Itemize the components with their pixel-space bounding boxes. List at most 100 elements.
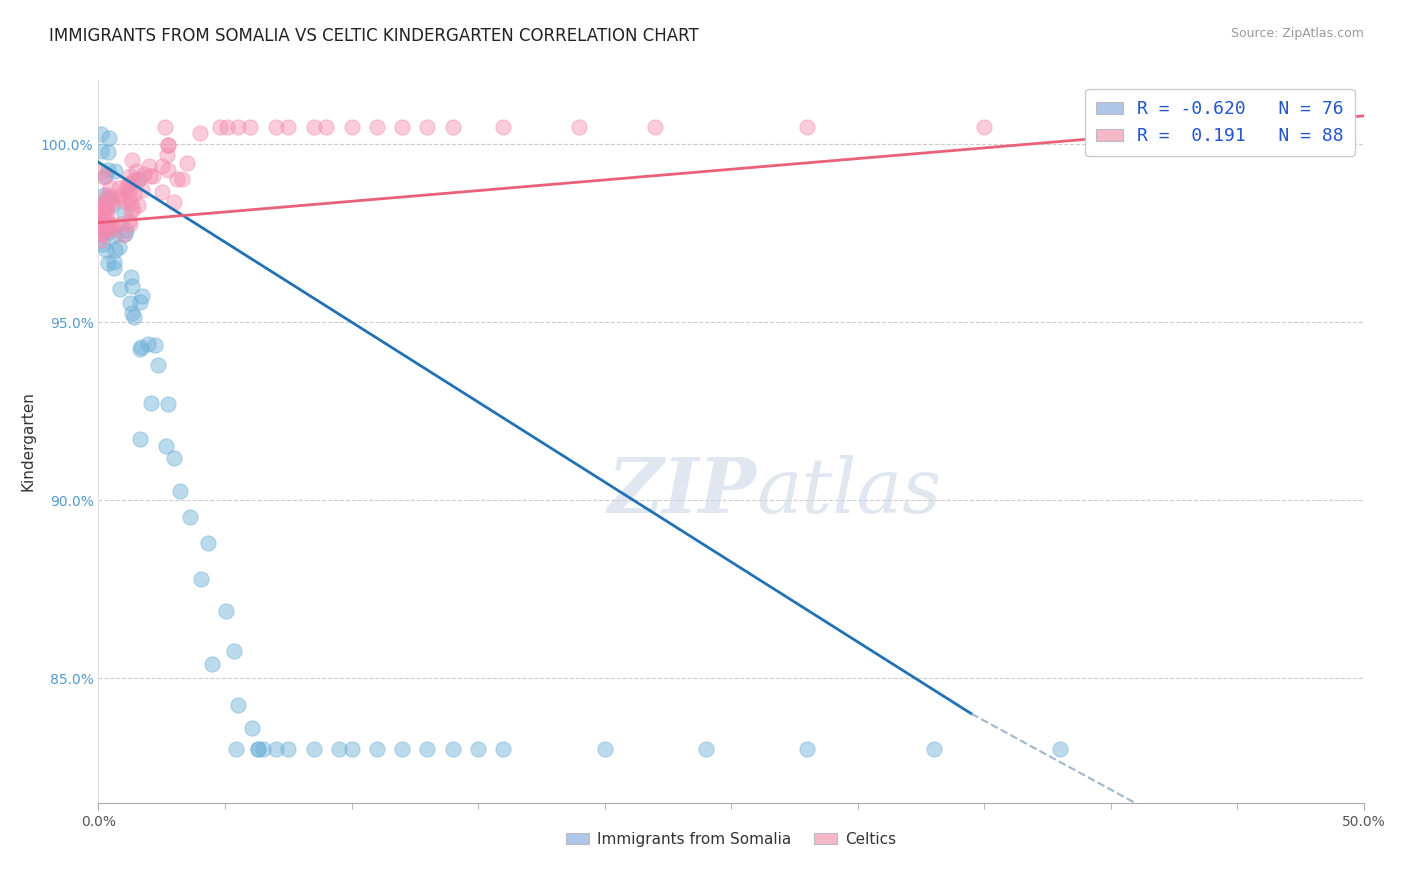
Point (138, 160, 160, 174)
Point (118, 214, 141, 228)
Legend: Immigrants from Somalia, Celtics: Immigrants from Somalia, Celtics (561, 826, 901, 853)
Point (644, 120, 666, 134)
Point (90, 212, 112, 227)
Point (467, 742, 489, 756)
Point (111, 191, 134, 205)
Point (97, 255, 120, 269)
Point (277, 120, 299, 134)
Point (129, 342, 152, 356)
Point (90, 198, 112, 212)
Point (441, 120, 464, 134)
Point (148, 359, 170, 373)
Point (110, 188, 132, 202)
Point (157, 397, 180, 411)
Point (492, 120, 515, 134)
Point (328, 742, 350, 756)
Point (247, 742, 270, 756)
Point (114, 227, 136, 242)
Point (416, 742, 439, 756)
Point (302, 120, 325, 134)
Point (240, 721, 263, 735)
Point (108, 240, 131, 254)
Point (129, 295, 152, 310)
Point (176, 156, 198, 170)
Point (134, 167, 156, 181)
Point (222, 644, 245, 658)
Point (96, 188, 118, 202)
Point (217, 120, 239, 134)
Point (143, 338, 166, 352)
Point (973, 120, 995, 134)
Point (108, 282, 131, 296)
Point (252, 742, 274, 756)
Point (90, 165, 112, 179)
Point (104, 243, 127, 257)
Point (90, 203, 112, 218)
Point (121, 306, 143, 320)
Point (121, 196, 143, 211)
Point (115, 178, 138, 193)
Point (122, 186, 145, 201)
Point (246, 742, 269, 756)
Point (166, 171, 188, 186)
Point (100, 221, 122, 235)
Point (139, 395, 162, 409)
Point (593, 742, 616, 756)
Point (97, 163, 120, 178)
Point (118, 296, 141, 310)
Point (277, 742, 299, 756)
Point (94, 243, 117, 257)
Point (127, 173, 149, 187)
Point (104, 227, 127, 242)
Text: Source: ZipAtlas.com: Source: ZipAtlas.com (1230, 27, 1364, 40)
Point (201, 657, 224, 671)
Point (156, 138, 179, 153)
Point (340, 120, 363, 134)
Point (93, 202, 115, 217)
Point (163, 194, 186, 209)
Point (157, 137, 180, 152)
Point (264, 120, 287, 134)
Point (97, 131, 120, 145)
Point (139, 169, 162, 184)
Point (131, 289, 153, 303)
Point (120, 217, 142, 231)
Point (111, 228, 134, 243)
Point (416, 120, 439, 134)
Point (96, 191, 118, 205)
Point (121, 279, 143, 293)
Point (366, 742, 388, 756)
Text: atlas: atlas (756, 455, 942, 529)
Point (264, 742, 287, 756)
Point (90, 227, 112, 242)
Point (441, 742, 464, 756)
Point (156, 148, 179, 162)
Point (125, 164, 148, 178)
Point (136, 336, 159, 351)
Point (155, 438, 177, 452)
Point (156, 162, 179, 177)
Point (366, 120, 388, 134)
Point (90, 227, 112, 242)
Point (153, 120, 176, 134)
Point (302, 742, 325, 756)
Point (91, 226, 114, 240)
Point (98, 179, 121, 194)
Point (118, 191, 141, 205)
Point (118, 184, 141, 198)
Point (93, 200, 115, 214)
Point (104, 163, 127, 178)
Point (391, 742, 413, 756)
Point (94, 218, 117, 232)
Point (391, 120, 413, 134)
Point (131, 183, 153, 197)
Point (111, 194, 134, 208)
Point (100, 195, 122, 210)
Point (796, 120, 818, 134)
Point (96, 208, 118, 222)
Point (101, 198, 124, 212)
Point (796, 742, 818, 756)
Point (101, 219, 124, 233)
Point (91, 237, 114, 252)
Point (91, 209, 114, 223)
